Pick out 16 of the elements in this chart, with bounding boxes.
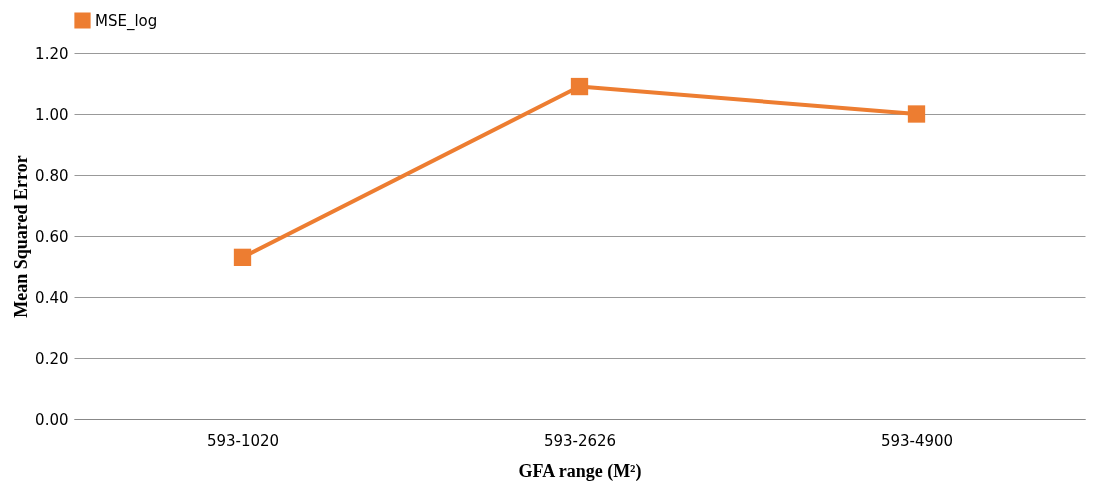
point xyxy=(907,105,926,123)
y-tick-label: 0.80 xyxy=(35,166,69,185)
point xyxy=(233,248,252,267)
y-tick-label: 0.20 xyxy=(35,349,69,368)
x-tick-label: 593-2626 xyxy=(543,431,617,450)
y-tick-label: 1.00 xyxy=(35,105,69,124)
point xyxy=(570,77,589,96)
y-axis-title: Mean Squared Error xyxy=(11,155,32,318)
y-tick-label: 1.20 xyxy=(35,44,69,63)
x-axis-title: GFA range (M²) xyxy=(518,460,642,482)
y-tick-label: 0.60 xyxy=(35,227,69,246)
y-tick-label: 0.00 xyxy=(35,410,69,429)
y-tick-label: 0.40 xyxy=(35,288,69,307)
legend-label: MSE_log xyxy=(95,11,158,31)
x-tick-label: 593-1020 xyxy=(206,431,280,450)
x-tick-label: 593-4900 xyxy=(880,431,954,450)
